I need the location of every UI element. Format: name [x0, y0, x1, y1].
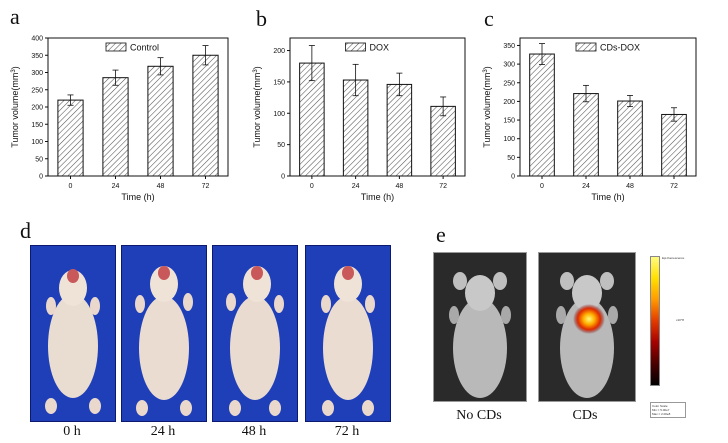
legend-swatch	[105, 42, 127, 52]
x-tick-label: 48	[626, 183, 634, 190]
fluorescence-color-scale	[650, 256, 660, 386]
bar	[386, 83, 413, 177]
x-tick-label: 24	[112, 183, 120, 190]
y-tick-label: 50	[277, 142, 285, 149]
x-tick-label: 72	[439, 183, 447, 190]
chart-c-svg: 0 50 100 150 200 250 300 350 0 24 48 72 Time (h) Tumo…	[482, 37, 697, 202]
bar	[102, 77, 129, 177]
y-tick-label: 50	[35, 156, 43, 163]
scale-title: Epi-fluorescence	[662, 256, 685, 260]
legend-label: CDs-DOX	[600, 43, 640, 53]
y-tick-label: 200	[31, 105, 43, 112]
y-axis-label-close: )	[482, 66, 492, 69]
photo-caption-0h: 0 h	[63, 424, 81, 439]
y-axis-label-superscript: 3	[483, 69, 489, 73]
bar	[573, 93, 599, 177]
y-axis-label: Tumor volume(mm3)	[252, 66, 262, 148]
mouse-illustration	[213, 246, 297, 421]
scale-info-line-2: Min = 5.00e7	[652, 408, 670, 412]
y-tick-label: 250	[31, 87, 43, 94]
x-tick-label: 24	[582, 183, 590, 190]
x-axis-label: Time (h)	[361, 192, 394, 202]
photo-caption-72h: 72 h	[334, 424, 360, 439]
plot-frame	[519, 37, 697, 177]
scale-info-line-1: Color Scale	[652, 404, 668, 408]
chart-b-svg: 0 50 100 150 200 0 24 48 72 Time (h) Tumor volume(…	[252, 37, 466, 202]
y-tick-label: 350	[503, 43, 515, 50]
y-tick-label: 100	[31, 139, 43, 146]
y-axis-label-close: )	[252, 66, 262, 69]
y-tick-label: 0	[281, 174, 285, 181]
bar	[661, 113, 687, 177]
y-axis-label: Tumor volume(mm3)	[10, 66, 20, 148]
chart-a-svg: 0 50 100 150 200 250 300 350 400 0 24 48 72 Time (h) T…	[10, 36, 229, 202]
bar	[617, 100, 643, 177]
mouse-grayscale-image	[434, 253, 526, 401]
panel-label-e: e	[436, 222, 446, 247]
photo-caption-48h: 48 h	[241, 424, 267, 439]
x-axis-label: Time (h)	[591, 192, 624, 202]
x-tick-label: 24	[352, 183, 360, 190]
y-axis-label-superscript: 3	[11, 69, 17, 73]
fluorescence-hotspot	[573, 304, 605, 334]
chart-c: 0 50 100 150 200 250 300 350 0 24 48 72 Time (h) Tumo…	[0, 0, 728, 205]
x-tick-label: 72	[670, 183, 678, 190]
mouse-illustration	[31, 246, 115, 421]
x-tick-label: 0	[310, 183, 314, 190]
chart-b: 0 50 100 150 200 0 24 48 72 Time (h) Tumor volume(…	[0, 0, 728, 205]
mouse-photo-0h	[30, 245, 116, 422]
y-tick-label: 100	[503, 136, 515, 143]
y-tick-label: 250	[503, 80, 515, 87]
y-axis-label-close: )	[10, 66, 20, 69]
bar	[147, 65, 174, 177]
y-tick-label: 0	[511, 174, 515, 181]
x-tick-label: 72	[202, 183, 210, 190]
x-tick-label: 48	[395, 183, 403, 190]
panel-label-b: b	[256, 6, 267, 31]
mouse-illustration	[306, 246, 390, 421]
legend-swatch	[345, 42, 366, 52]
y-tick-label: 150	[503, 118, 515, 125]
plot-frame	[289, 37, 466, 177]
y-tick-label: 150	[31, 122, 43, 129]
y-tick-label: 350	[31, 53, 43, 60]
y-tick-label: 200	[273, 48, 285, 55]
panel-label-a: a	[10, 4, 20, 29]
imaging-caption-no-cds: No CDs	[456, 408, 502, 423]
y-tick-label: 50	[507, 155, 515, 162]
mouse-photo-72h	[305, 245, 391, 422]
y-axis-label: Tumor volume(mm3)	[482, 66, 492, 148]
scale-info-line-3: Max = 2.00e8	[652, 412, 671, 416]
chart-a: 0 50 100 150 200 250 300 350 400 0 24 48 72 Time (h) T…	[0, 0, 728, 205]
imaging-no-cds	[433, 252, 527, 402]
legend-label: Control	[130, 43, 159, 53]
photo-caption-24h: 24 h	[150, 424, 176, 439]
scale-unit: x10^8	[676, 318, 684, 322]
y-axis-label-superscript: 3	[253, 69, 259, 73]
y-tick-label: 300	[31, 70, 43, 77]
x-tick-label: 48	[157, 183, 165, 190]
panel-label-c: c	[484, 6, 494, 31]
y-tick-label: 200	[503, 99, 515, 106]
y-tick-label: 400	[31, 36, 43, 43]
x-tick-label: 0	[540, 183, 544, 190]
y-tick-label: 100	[273, 111, 285, 118]
imaging-cds	[538, 252, 636, 402]
scale-info-box: Color Scale Min = 5.00e7 Max = 2.00e8	[650, 402, 686, 418]
legend-label: DOX	[370, 43, 390, 53]
mouse-illustration	[122, 246, 206, 421]
panel-label-d: d	[20, 218, 31, 243]
mouse-photo-48h	[212, 245, 298, 422]
mouse-photo-24h	[121, 245, 207, 422]
imaging-caption-cds: CDs	[572, 408, 598, 423]
y-tick-label: 300	[503, 62, 515, 69]
x-tick-label: 0	[69, 183, 73, 190]
mouse-fluorescence-image	[539, 253, 635, 401]
y-tick-label: 0	[39, 174, 43, 181]
y-tick-label: 150	[273, 79, 285, 86]
bar	[529, 53, 555, 177]
legend-swatch	[575, 42, 597, 52]
x-axis-label: Time (h)	[121, 192, 154, 202]
